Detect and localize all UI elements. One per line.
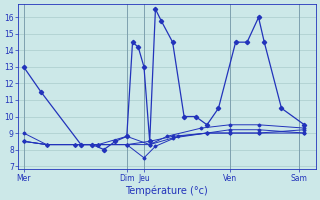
X-axis label: Température (°c): Température (°c) [125, 185, 208, 196]
